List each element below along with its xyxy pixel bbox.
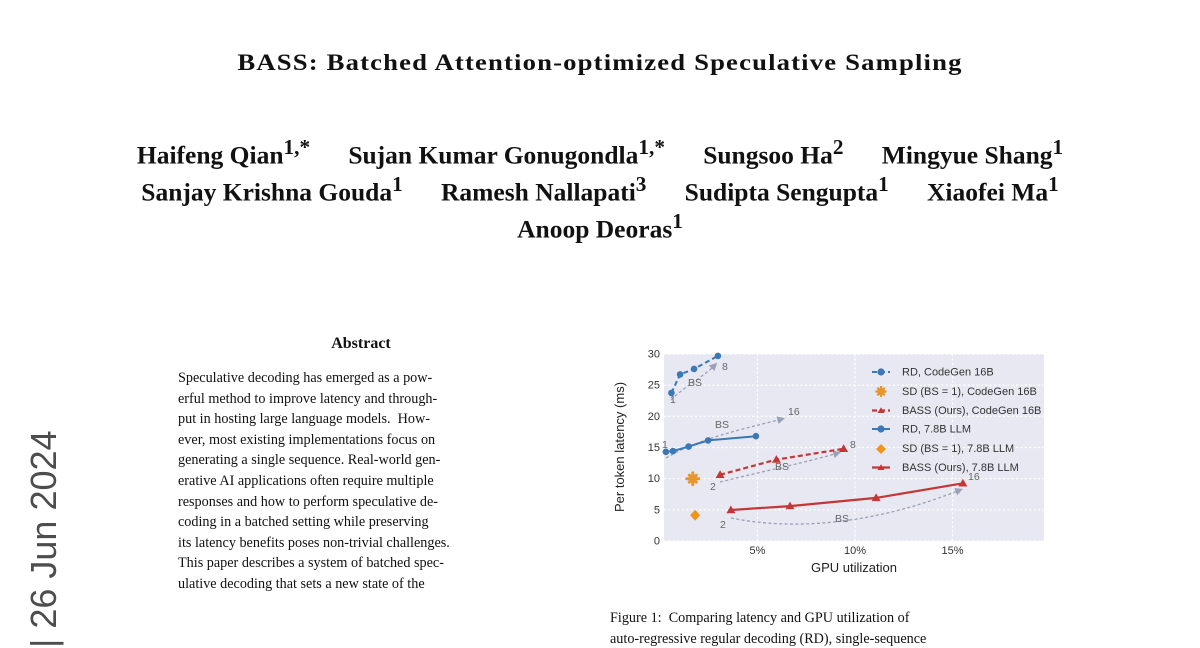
svg-text:5: 5: [654, 504, 660, 516]
svg-text:16: 16: [788, 406, 800, 418]
svg-text:Per token latency (ms): Per token latency (ms): [612, 382, 627, 512]
svg-text:SD (BS = 1), 7.8B LLM: SD (BS = 1), 7.8B LLM: [902, 443, 1014, 455]
svg-text:2: 2: [720, 519, 726, 531]
svg-text:2: 2: [710, 481, 716, 493]
svg-text:8: 8: [850, 439, 856, 451]
svg-text:25: 25: [648, 380, 660, 392]
svg-text:30: 30: [648, 349, 660, 361]
svg-text:0: 0: [654, 536, 660, 548]
svg-text:BS: BS: [688, 377, 702, 389]
svg-text:15: 15: [648, 442, 660, 454]
svg-text:5%: 5%: [750, 545, 766, 557]
svg-text:SD (BS = 1), CodeGen 16B: SD (BS = 1), CodeGen 16B: [902, 386, 1037, 398]
svg-text:20: 20: [648, 411, 660, 423]
svg-text:GPU utilization: GPU utilization: [811, 560, 897, 575]
svg-text:10%: 10%: [844, 545, 866, 557]
svg-text:RD, CodeGen 16B: RD, CodeGen 16B: [902, 367, 994, 379]
svg-text:BS: BS: [715, 419, 729, 431]
svg-text:15%: 15%: [941, 545, 963, 557]
svg-text:8: 8: [722, 361, 728, 373]
svg-text:BASS (Ours), 7.8B LLM: BASS (Ours), 7.8B LLM: [902, 462, 1019, 474]
svg-text:BASS (Ours), CodeGen 16B: BASS (Ours), CodeGen 16B: [902, 405, 1041, 417]
svg-text:RD, 7.8B LLM: RD, 7.8B LLM: [902, 424, 971, 436]
svg-text:10: 10: [648, 473, 660, 485]
svg-text:BS: BS: [835, 513, 849, 525]
